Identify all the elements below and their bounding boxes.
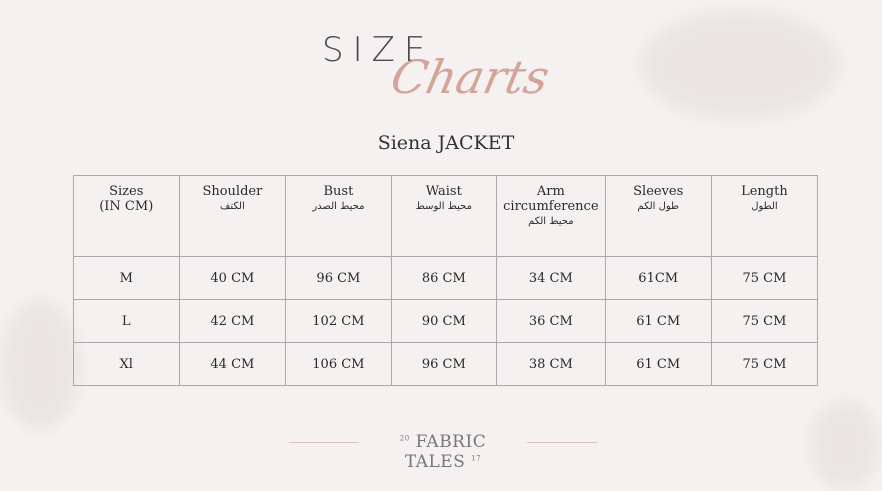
logo-charts-text: Charts <box>386 50 555 104</box>
footer-brand: 20 FABRIC TALES 17 <box>289 432 597 472</box>
table-cell: 102 CM <box>285 299 392 343</box>
header-ar: الكتف <box>220 201 245 212</box>
table-cell: 96 CM <box>390 342 498 386</box>
floral-decoration <box>0 300 80 430</box>
table-row: M 40 CM 96 CM 86 CM 34 CM 61CM 75 CM <box>73 256 819 300</box>
header-cell: Waist محيط الوسط <box>390 175 498 257</box>
header-cell: Sizes (IN CM) <box>73 175 180 257</box>
table-cell: 40 CM <box>178 256 287 300</box>
table-cell: 75 CM <box>710 342 819 386</box>
divider <box>527 442 597 443</box>
table-cell: 42 CM <box>178 299 287 343</box>
table-cell: 61 CM <box>604 299 712 343</box>
table-cell: M <box>73 256 180 300</box>
header-cell: Shoulder الكتف <box>178 175 287 257</box>
table-cell: 61 CM <box>604 342 712 386</box>
table-cell: Xl <box>73 342 180 386</box>
brand-name: FABRIC TALES <box>404 432 487 472</box>
header-cell: Arm circumference محيط الكم <box>496 175 606 257</box>
header-en: Arm <box>536 184 565 199</box>
header-en: Bust <box>323 184 354 199</box>
table-header-row: Sizes (IN CM) Shoulder الكتف Bust محيط الصدر W… <box>73 175 819 257</box>
header-ar: محيط الكم <box>528 216 574 227</box>
floral-decoration <box>640 10 840 120</box>
header-ar: محيط الوسط <box>415 201 472 212</box>
table-cell: 36 CM <box>496 299 606 343</box>
brand-logo: 20 FABRIC TALES 17 <box>369 432 517 472</box>
table-cell: 38 CM <box>496 342 606 386</box>
header-en2: (IN CM) <box>99 199 154 214</box>
table-row: Xl 44 CM 106 CM 96 CM 38 CM 61 CM 75 CM <box>73 342 819 386</box>
year-right: 17 <box>471 454 482 463</box>
header-en: Sleeves <box>633 184 684 199</box>
header-ar: محيط الصدر <box>312 201 365 212</box>
header-cell: Length الطول <box>710 175 819 257</box>
page-title: Siena JACKET <box>377 132 515 154</box>
table-cell: 106 CM <box>285 342 392 386</box>
size-charts-logo: SIZE Charts <box>322 28 582 108</box>
header-en2: circumference <box>503 199 599 214</box>
table-cell: 96 CM <box>285 256 392 300</box>
header-cell: Sleeves طول الكم <box>604 175 712 257</box>
header-ar: الطول <box>751 201 778 212</box>
size-table: Sizes (IN CM) Shoulder الكتف Bust محيط الصدر W… <box>73 175 819 386</box>
table-row: L 42 CM 102 CM 90 CM 36 CM 61 CM 75 CM <box>73 299 819 343</box>
header-en: Length <box>741 184 788 199</box>
header-en: Sizes <box>109 184 144 199</box>
floral-decoration <box>810 400 880 490</box>
header-en: Shoulder <box>202 184 263 199</box>
header-ar: طول الكم <box>637 201 679 212</box>
table-cell: 34 CM <box>496 256 606 300</box>
table-cell: 75 CM <box>710 299 819 343</box>
table-cell: 90 CM <box>390 299 498 343</box>
header-en: Waist <box>425 184 462 199</box>
divider <box>289 442 359 443</box>
logo-size-text: SIZE <box>322 30 435 70</box>
table-cell: 75 CM <box>710 256 819 300</box>
table-cell: 86 CM <box>390 256 498 300</box>
header-cell: Bust محيط الصدر <box>285 175 392 257</box>
table-cell: 44 CM <box>178 342 287 386</box>
year-left: 20 <box>399 434 410 443</box>
table-cell: 61CM <box>604 256 712 300</box>
table-cell: L <box>73 299 180 343</box>
